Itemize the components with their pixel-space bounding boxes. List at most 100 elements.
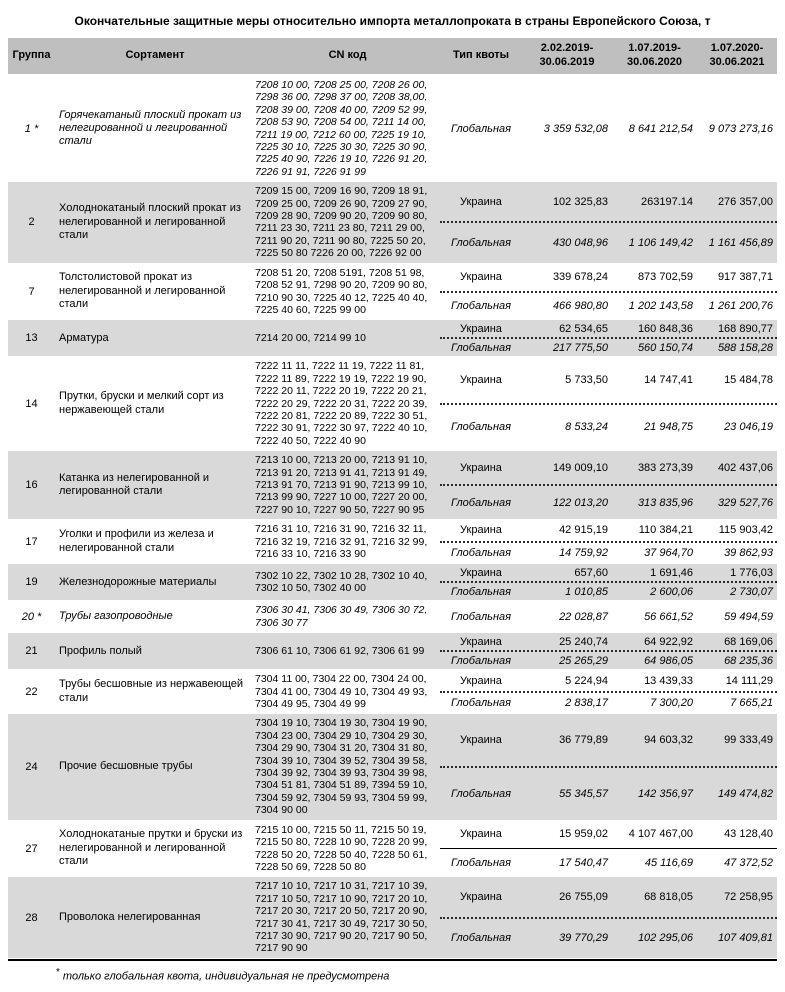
table-row: 24 Прочие бесшовные трубы 7304 19 10, 73… [8, 714, 777, 821]
value-cell: 17 540,47 [559, 856, 608, 869]
quota-type-cell: Украина [460, 271, 502, 284]
quota-block: Украина 5 224,94 13 439,33 14 111,29 Гло… [440, 670, 777, 713]
footnote-marker: * [56, 966, 60, 978]
cn-codes-cell: 7306 30 41, 7306 30 49, 7306 30 72, 7306… [255, 604, 428, 629]
product-name-cell: Железнодорожные материалы [59, 575, 217, 588]
table-row: 22 Трубы бесшовные из нержавеющей стали … [8, 670, 777, 715]
table-row: 14 Прутки, бруски и мелкий сорт из нержа… [8, 357, 777, 452]
group-cell: 24 [25, 761, 38, 774]
product-name-cell: Холоднокатаные прутки и бруски из нелеги… [59, 828, 243, 868]
quota-divider [440, 221, 777, 224]
value-cell: 25 240,74 [559, 635, 608, 648]
footnote-text: только глобальная квота, индивидуальная … [62, 970, 390, 983]
product-name-cell: Прутки, бруски и мелкий сорт из нержавею… [59, 390, 224, 416]
quota-row: Украина 36 779,89 94 603,32 99 333,49 [440, 714, 777, 766]
value-cell: 1 010,85 [565, 585, 608, 598]
quota-type-cell: Глобальная [450, 299, 512, 312]
quota-type-cell: Глобальная [450, 932, 512, 945]
value-cell: 276 357,00 [717, 195, 773, 208]
group-cell: 16 [25, 479, 38, 492]
product-name-cell: Профиль полый [59, 644, 142, 657]
cn-codes-cell: 7302 10 22, 7302 10 28, 7302 10 40, 7302… [255, 570, 428, 595]
quota-type-cell: Украина [460, 374, 502, 387]
quota-type-cell: Глобальная [450, 237, 512, 250]
quota-divider [440, 766, 777, 769]
value-cell: 217 775,50 [552, 341, 608, 354]
quota-block: Украина 26 755,09 68 818,05 72 258,95 Гл… [440, 877, 777, 957]
cn-codes-cell: 7304 19 10, 7304 19 30, 7304 19 90, 7304… [255, 717, 428, 817]
header-sortament: Сортамент [125, 49, 185, 62]
value-cell: 14 747,41 [644, 374, 693, 387]
quota-type-cell: Украина [460, 890, 502, 903]
value-cell: 8 533,24 [565, 421, 608, 434]
table-row: 13 Арматура 7214 20 00, 7214 99 10 Украи… [8, 320, 777, 358]
quota-type-cell: Глобальная [450, 421, 512, 434]
quota-row: Глобальная 122 013,20 313 835,96 329 527… [440, 486, 777, 519]
quota-row: Украина 5 733,50 14 747,41 15 484,78 [440, 357, 777, 402]
value-cell: 68 169,06 [724, 635, 773, 648]
cn-codes-cell: 7306 61 10, 7306 61 92, 7306 61 99 [255, 645, 425, 658]
value-cell: 37 964,70 [644, 547, 693, 560]
group-cell: 13 [25, 332, 38, 345]
quota-row: Украина 42 915,19 110 384,21 115 903,42 [440, 520, 777, 541]
quota-row: Глобальная 55 345,57 142 356,97 149 474,… [440, 768, 777, 820]
group-cell: 19 [25, 576, 38, 589]
table-row: 2 Холоднокатаный плоский прокат из нелег… [8, 182, 777, 264]
quota-type-cell: Украина [460, 566, 502, 579]
quota-row: Глобальная 8 533,24 21 948,75 23 046,19 [440, 405, 777, 450]
value-cell: 43 128,40 [724, 828, 773, 841]
group-cell: 14 [25, 397, 38, 410]
quota-type-cell: Украина [460, 524, 502, 537]
value-cell: 149 474,82 [717, 787, 773, 800]
product-name-cell: Холоднокатаный плоский прокат из нелегир… [59, 202, 241, 242]
value-cell: 62 534,65 [559, 322, 608, 335]
quota-type-cell: Глобальная [450, 856, 512, 869]
quota-row: Глобальная 2 838,17 7 300,20 7 665,21 [440, 693, 777, 714]
value-cell: 383 273,39 [637, 461, 693, 474]
value-cell: 47 372,52 [724, 856, 773, 869]
quota-row: Украина 62 534,65 160 848,36 168 890,77 [440, 320, 777, 337]
table-row: 21 Профиль полый 7306 61 10, 7306 61 92,… [8, 633, 777, 671]
value-cell: 1 161 456,89 [708, 237, 773, 250]
footnote: * только глобальная квота, индивидуальная… [56, 967, 777, 983]
value-cell: 873 702,59 [637, 271, 693, 284]
quota-row: Глобальная 22 028,87 56 661,52 59 494,59 [440, 601, 777, 632]
cn-codes-cell: 7304 11 00, 7304 22 00, 7304 24 00, 7304… [255, 673, 428, 711]
value-cell: 339 678,24 [552, 271, 608, 284]
quota-block: Украина 42 915,19 110 384,21 115 903,42 … [440, 520, 777, 563]
quota-row: Украина 26 755,09 68 818,05 72 258,95 [440, 877, 777, 916]
quota-row: Украина 15 959,02 4 107 467,00 43 128,40 [440, 821, 777, 848]
quota-block: Украина 102 325,83 263197.14 276 357,00 … [440, 182, 777, 262]
table-body: 1 * Горячекатаный плоский прокат из неле… [8, 76, 777, 959]
value-cell: 25 265,29 [559, 654, 608, 667]
group-cell: 2 [28, 216, 35, 229]
quota-divider [440, 848, 777, 849]
quota-row: Глобальная 466 980,80 1 202 143,58 1 261… [440, 293, 777, 320]
table-row: 16 Катанка из нелегированной и легирован… [8, 451, 777, 521]
quota-row: Украина 102 325,83 263197.14 276 357,00 [440, 182, 777, 221]
quota-type-cell: Украина [460, 828, 502, 841]
table-row: 27 Холоднокатаные прутки и бруски из нел… [8, 821, 777, 878]
value-cell: 9 073 273,16 [708, 122, 773, 135]
quota-block: Украина 62 534,65 160 848,36 168 890,77 … [440, 320, 777, 356]
value-cell: 102 295,06 [637, 932, 693, 945]
value-cell: 45 116,69 [644, 856, 693, 869]
value-cell: 2 730,07 [730, 585, 773, 598]
quota-block: Украина 657,60 1 691,46 1 776,03 Глобаль… [440, 564, 777, 600]
table-row: 1 * Горячекатаный плоский прокат из неле… [8, 76, 777, 183]
quota-type-cell: Украина [460, 635, 502, 648]
quota-row: Глобальная 430 048,96 1 106 149,42 1 161… [440, 223, 777, 262]
quota-block: Глобальная 22 028,87 56 661,52 59 494,59 [440, 601, 777, 632]
quota-type-cell: Глобальная [450, 585, 512, 598]
value-cell: 1 106 149,42 [628, 237, 693, 250]
value-cell: 8 641 212,54 [628, 122, 693, 135]
value-cell: 22 028,87 [559, 610, 608, 623]
value-cell: 329 527,76 [717, 496, 773, 509]
cn-codes-cell: 7208 51 20, 7208 5191, 7208 51 98, 7208 … [255, 266, 428, 316]
value-cell: 14 111,29 [725, 674, 773, 687]
value-cell: 313 835,96 [637, 496, 693, 509]
table-row: 7 Толстолистовой прокат из нелегированно… [8, 264, 777, 321]
value-cell: 149 009,10 [552, 461, 608, 474]
quota-type-cell: Глобальная [450, 122, 512, 135]
group-cell: 28 [25, 911, 38, 924]
